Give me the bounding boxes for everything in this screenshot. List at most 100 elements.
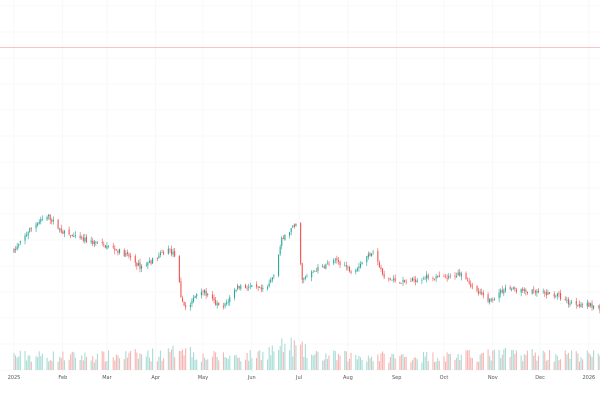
volume-bar [51,360,53,370]
candle-body [249,286,251,288]
candle-body [347,266,349,268]
candle [520,288,522,297]
candle-body [370,253,373,257]
volume-bar [564,350,566,370]
candle-body [229,297,231,303]
candle-body [337,260,340,262]
candle [317,264,319,274]
candle [548,292,551,295]
volume-bar [104,361,106,370]
volume-bar [185,348,187,370]
volume-bar [570,350,573,370]
volume-bar [361,359,363,370]
candle-body [70,235,72,236]
candle [260,284,262,293]
candle-body [240,285,242,289]
candle-body [556,293,558,297]
candle [222,302,225,310]
volume-bar [293,340,295,370]
volume-bar [444,361,447,370]
candle [273,274,275,279]
volume-bar [380,353,382,370]
candle [312,270,314,273]
volume-bar [40,356,42,370]
volume-bar [92,356,94,370]
candle-body [424,278,426,280]
candle [314,270,316,272]
candle [372,249,374,255]
candle-body [426,274,428,279]
candle [522,286,524,294]
candle-body [449,275,451,277]
candle [467,277,469,282]
candle [237,283,239,291]
volume-bar [448,354,450,370]
candle-body [359,263,362,268]
candle [238,285,240,290]
candle [597,305,599,309]
volume-bar [145,356,147,370]
candle [355,268,357,275]
candle-body [400,283,403,284]
candle-body [145,264,147,266]
candle-body [259,287,261,288]
candle [326,260,328,265]
candle-body [504,287,506,291]
volume-bar [421,362,423,370]
volume-bar [460,354,462,370]
volume-bar [126,357,128,370]
candle-body [16,246,18,250]
candle-body [312,272,314,273]
volume-bar [150,361,152,370]
volume-bar [84,352,86,370]
candle-body [96,242,99,244]
candle-body [389,279,391,280]
candle [504,284,506,293]
candle-body [438,275,440,278]
candle [578,300,580,309]
volume-bar [224,357,226,370]
candle-body [107,245,110,247]
candle-body [74,235,76,236]
candle [18,243,20,249]
candle [435,273,437,282]
candle [24,233,26,245]
candle [16,242,18,251]
candle-body [377,250,379,262]
candle-body [446,278,448,280]
candle-body [207,294,209,295]
volume-bar [435,361,437,370]
volume-bar [107,350,110,370]
volume-bar [282,351,284,370]
candle-body [293,224,295,227]
volume-bar [222,352,225,370]
volume-bar [580,357,582,370]
candle-body [380,267,382,270]
candle [456,272,458,278]
x-tick-label: Oct [440,375,449,381]
candle-body [350,271,352,273]
candle [556,292,558,300]
candle [446,274,448,282]
candle [13,247,15,254]
candle-body [303,278,305,280]
candle [180,277,182,299]
candle-body [454,275,456,277]
volume-bar [249,350,251,370]
volume-bar [115,354,117,370]
candle-body [456,276,458,277]
candle [93,239,95,248]
candle [323,264,325,269]
candle-body [163,252,165,255]
volume-bar [315,350,317,370]
volume-bar [514,354,516,370]
candle [411,277,414,282]
candle-body [129,255,132,258]
candle-body [526,291,529,294]
candle-body [211,294,214,299]
candle [366,256,368,267]
candle-body [465,273,467,279]
candle [402,276,404,287]
candle [48,214,50,220]
volume-bar [24,351,26,370]
